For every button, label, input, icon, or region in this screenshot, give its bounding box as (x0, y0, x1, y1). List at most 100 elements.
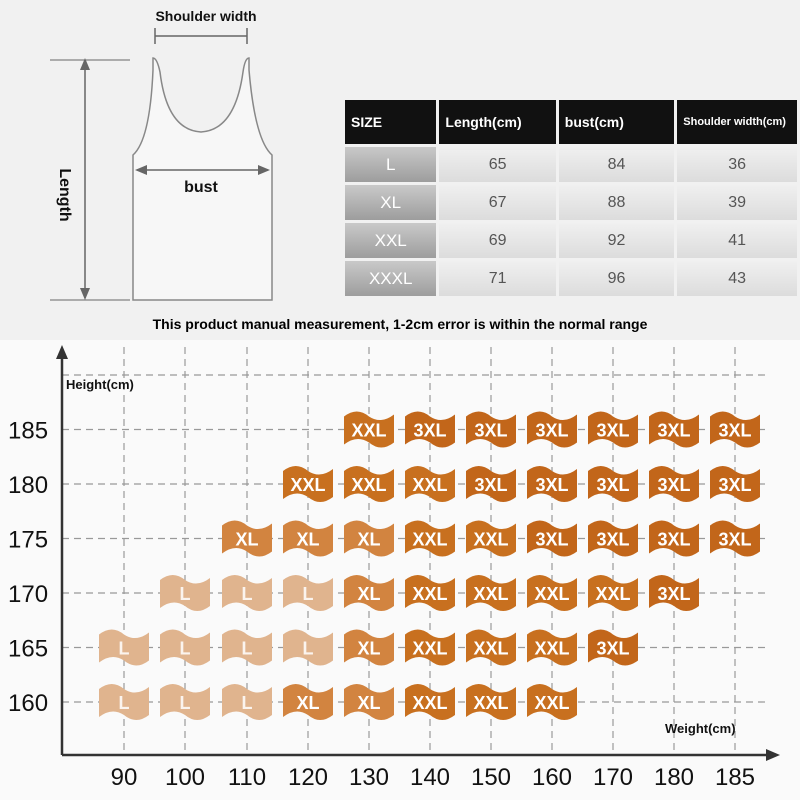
x-tick-label: 130 (349, 764, 389, 791)
size-badge-3xl (649, 575, 699, 611)
size-badge-label: L (242, 693, 253, 713)
header-length: Length(cm) (439, 100, 556, 144)
size-badge-label: XL (235, 530, 258, 550)
size-badge-l (99, 684, 149, 720)
shoulder-cell: 36 (677, 147, 797, 182)
bust-cell: 84 (558, 147, 675, 182)
size-badge-3xl (649, 520, 699, 557)
size-badge-l (222, 684, 272, 720)
size-badge-3xl (405, 411, 455, 448)
x-tick-label: 140 (410, 764, 450, 791)
bust-cell: 96 (558, 261, 675, 296)
length-cell: 65 (439, 147, 556, 182)
size-badge-label: 3XL (718, 475, 751, 495)
x-tick-label: 160 (532, 764, 572, 791)
size-badge-xxl (466, 575, 516, 611)
size-badge-label: L (180, 639, 191, 659)
size-badge-label: XXL (473, 584, 508, 604)
size-badge-xxl (466, 684, 516, 720)
bust-cell: 88 (558, 185, 675, 220)
size-badge-label: 3XL (657, 584, 690, 604)
size-badge-label: XL (357, 530, 380, 550)
size-badge-label: L (242, 639, 253, 659)
size-badge-label: XXL (412, 475, 447, 495)
size-badge-label: 3XL (535, 421, 568, 441)
size-badge-xxl (588, 575, 638, 611)
size-badge-label: XL (296, 693, 319, 713)
size-badge-label: L (119, 639, 130, 659)
length-label: Length (56, 168, 73, 221)
size-badge-xl (283, 684, 333, 720)
shoulder-cell: 41 (677, 223, 797, 258)
size-badge-label: XXL (412, 530, 447, 550)
size-badge-label: L (303, 584, 314, 604)
size-table: SIZE Length(cm) bust(cm) Shoulder width(… (342, 97, 800, 299)
y-tick-label: 165 (8, 636, 48, 663)
y-tick-label: 180 (8, 472, 48, 499)
size-badge-3xl (466, 411, 516, 448)
size-badge-xl (344, 575, 394, 611)
size-badge-label: XL (357, 693, 380, 713)
size-badge-3xl (588, 629, 638, 666)
shoulder-cell: 43 (677, 261, 797, 296)
y-tick-label: 160 (8, 690, 48, 717)
y-tick-label: 185 (8, 418, 48, 445)
size-badge-label: XXL (595, 584, 630, 604)
size-badge-l (222, 629, 272, 666)
y-axis-arrowhead (56, 345, 68, 359)
x-axis-title: Weight(cm) (665, 721, 736, 736)
size-badge-label: 3XL (657, 530, 690, 550)
size-badge-label: XXL (412, 584, 447, 604)
size-badge-xl (222, 520, 272, 557)
x-axis-arrowhead (766, 749, 780, 761)
size-badge-label: XL (357, 639, 380, 659)
size-badge-label: XXL (412, 693, 447, 713)
size-badge-label: XL (357, 584, 380, 604)
header-shoulder-width: Shoulder width(cm) (677, 100, 797, 144)
size-table-header: SIZE Length(cm) bust(cm) Shoulder width(… (345, 100, 797, 144)
size-badge-xxl (527, 575, 577, 611)
size-badge-l (222, 575, 272, 611)
size-badge-3xl (710, 520, 760, 557)
x-tick-label: 180 (654, 764, 694, 791)
size-badge-xxl (344, 411, 394, 448)
x-tick-label: 170 (593, 764, 633, 791)
size-badge-label: L (180, 584, 191, 604)
size-badge-3xl (466, 466, 516, 502)
size-badge-label: XXL (534, 693, 569, 713)
size-badge-xxl (283, 466, 333, 502)
size-badge-3xl (588, 466, 638, 502)
bust-arrowhead-right (258, 165, 270, 175)
size-badge-3xl (649, 411, 699, 448)
size-badge-label: XXL (473, 530, 508, 550)
size-badge-label: 3XL (657, 475, 690, 495)
size-info-panel: Shoulder width Length bust SIZE Length(c… (0, 0, 800, 340)
size-badge-xxl (466, 629, 516, 666)
size-badge-xxl (405, 684, 455, 720)
size-badge-xxl (527, 629, 577, 666)
size-badge-xl (344, 520, 394, 557)
size-badge-3xl (710, 466, 760, 502)
size-badge-label: XXL (534, 639, 569, 659)
size-badge-label: XXL (351, 475, 386, 495)
size-badge-label: 3XL (474, 475, 507, 495)
tank-top-outline (132, 57, 273, 301)
size-badge-xxl (405, 629, 455, 666)
x-tick-label: 120 (288, 764, 328, 791)
table-row: XXXL 71 96 43 (345, 261, 797, 296)
size-badge-label: 3XL (413, 421, 446, 441)
bust-arrowhead-left (135, 165, 147, 175)
size-badge-l (160, 575, 210, 611)
size-badge-label: L (242, 584, 253, 604)
size-badge-xxl (344, 466, 394, 502)
length-arrowhead-bottom (80, 288, 90, 300)
x-tick-label: 185 (715, 764, 755, 791)
size-badge-3xl (649, 466, 699, 502)
size-badge-xxl (527, 684, 577, 720)
size-badge-label: XXL (473, 639, 508, 659)
length-arrowhead-top (80, 58, 90, 70)
size-badge-label: 3XL (596, 639, 629, 659)
size-badge-l (160, 629, 210, 666)
size-badge-label: L (303, 639, 314, 659)
bust-cell: 92 (558, 223, 675, 258)
